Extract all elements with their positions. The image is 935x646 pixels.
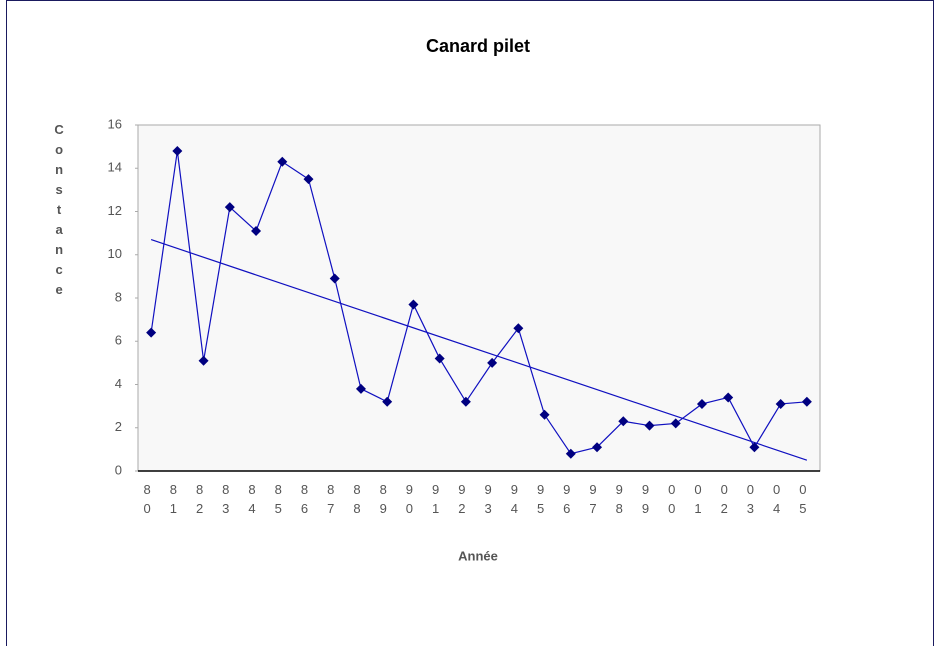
x-tick-label: 80 [140,482,155,520]
x-tick-label: 89 [376,482,391,520]
marker [565,448,576,459]
marker [487,357,498,368]
x-tick-label: 97 [586,482,601,520]
x-tick-label: 05 [795,482,810,520]
y-tick-label: 2 [115,419,122,434]
marker [723,392,734,403]
marker [434,353,445,364]
data-line [150,150,807,455]
x-tick-label: 88 [349,482,364,520]
marker [696,398,707,409]
x-tick-label: 92 [454,482,469,520]
x-tick-label: 94 [507,482,522,520]
x-tick-label: 86 [297,482,312,520]
y-tick-label: 8 [115,289,122,304]
marker [539,409,550,420]
marker [172,145,183,156]
marker [460,396,471,407]
marker [198,355,209,366]
plot-area [137,124,821,472]
chart-title: Canard pilet [426,36,530,56]
trendline [150,239,808,461]
marker [749,442,760,453]
y-tick-label: 10 [108,246,122,261]
marker [277,156,288,167]
x-tick-label: 03 [743,482,758,520]
x-tick-label: 87 [323,482,338,520]
marker [146,327,157,338]
marker [408,299,419,310]
marker [224,202,235,213]
y-tick-label: 14 [108,160,122,175]
y-tick-label: 16 [108,116,122,131]
marker [592,442,603,453]
marker [801,396,812,407]
y-tick-label: 4 [115,376,122,391]
marker [644,420,655,431]
x-tick-label: 02 [717,482,732,520]
x-tick-label: 85 [271,482,286,520]
y-tick-label: 12 [108,203,122,218]
x-tick-label: 99 [638,482,653,520]
marker [670,418,681,429]
marker [355,383,366,394]
x-tick-label: 01 [690,482,705,520]
y-tick-label: 0 [115,462,122,477]
x-tick-label: 90 [402,482,417,520]
x-tick-label: 82 [192,482,207,520]
marker [382,396,393,407]
x-tick-label: 96 [559,482,574,520]
marker [513,323,524,334]
y-axis-title: Constance [52,122,67,302]
x-tick-label: 00 [664,482,679,520]
y-tick-label: 6 [115,333,122,348]
x-tick-label: 95 [533,482,548,520]
x-tick-label: 04 [769,482,784,520]
x-tick-label: 84 [245,482,260,520]
x-tick-label: 98 [612,482,627,520]
x-tick-label: 93 [481,482,496,520]
marker [303,174,314,185]
marker [251,225,262,236]
x-axis-title: Année [458,548,498,563]
marker [329,273,340,284]
x-tick-label: 91 [428,482,443,520]
marker [775,398,786,409]
x-tick-label: 83 [218,482,233,520]
marker [618,416,629,427]
x-tick-label: 81 [166,482,181,520]
